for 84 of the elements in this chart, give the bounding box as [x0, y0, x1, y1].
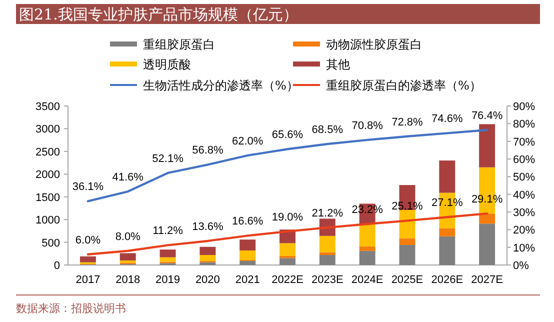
y2-tick-label: 10% [513, 242, 536, 254]
bar [160, 250, 176, 258]
title: 图21.我国专业护肤产品市场规模（亿元） [16, 4, 540, 24]
bar [160, 257, 176, 262]
chart-title: 图21.我国专业护肤产品市场规模（亿元） [19, 6, 298, 24]
data-label: 65.6% [272, 129, 304, 142]
y-tick-label: 2000 [36, 169, 60, 182]
bar [240, 260, 256, 265]
y2-tick-label: 20% [513, 224, 536, 237]
data-label: 13.6% [192, 220, 224, 233]
y2-tick-label: 50% [513, 172, 536, 184]
y2-tick-label: 80% [513, 118, 536, 131]
legend-label: 重组胶原蛋白 [143, 38, 215, 52]
data-label: 74.6% [432, 113, 463, 126]
data-label: 62.0% [232, 135, 264, 148]
legend-label: 动物源性胶原蛋白 [326, 38, 422, 52]
data-label: 72.8% [392, 116, 424, 128]
y2-tick-label: 40% [513, 189, 536, 202]
x-tick-label: 2021 [235, 274, 260, 286]
bar [200, 255, 216, 261]
bar [439, 236, 456, 265]
data-label: 16.6% [232, 216, 264, 228]
data-label: 41.6% [112, 172, 144, 184]
x-tick-label: 2025E [391, 274, 424, 286]
y2-tick-label: 30% [513, 207, 536, 219]
x-tick-label: 2020 [195, 274, 220, 286]
data-label: 19.0% [272, 211, 304, 224]
data-label: 36.1% [72, 181, 104, 194]
bar [479, 224, 496, 265]
data-label: 6.0% [75, 234, 101, 246]
y-tick-label: 0 [54, 260, 60, 272]
bar [120, 253, 136, 260]
x-tick-label: 2027E [471, 274, 503, 286]
bar [479, 124, 496, 168]
y-tick-label: 3500 [36, 101, 60, 113]
bar [319, 236, 336, 252]
bar [240, 250, 256, 260]
x-tick-label: 2026E [431, 274, 464, 286]
y2-tick-label: 90% [513, 101, 536, 113]
bar [439, 228, 456, 236]
legend-label: 生物活性成分的渗透率（%） [143, 78, 298, 92]
bar [359, 224, 376, 246]
data-label: 8.0% [115, 230, 141, 243]
bar [439, 160, 456, 193]
data-label: 21.2% [312, 208, 344, 220]
source: 数据来源：招股说明书 [16, 294, 540, 315]
bar [399, 245, 416, 265]
y-tick-label: 500 [42, 237, 60, 250]
x-tick-label: 2018 [116, 274, 140, 286]
data-label: 52.1% [152, 152, 184, 165]
bar [200, 246, 216, 256]
y-tick-label: 3000 [36, 124, 60, 136]
bar [80, 256, 96, 262]
y2-tick-label: 0% [513, 260, 530, 272]
x-tick-label: 2019 [156, 274, 180, 286]
bar [359, 250, 376, 265]
data-label: 11.2% [152, 225, 184, 238]
y2-tick-label: 60% [513, 154, 536, 166]
bar [240, 240, 256, 250]
x-tick-label: 2024E [351, 274, 384, 286]
bar [479, 214, 496, 224]
data-label: 70.8% [352, 120, 384, 132]
bar [280, 258, 296, 265]
bar [359, 246, 376, 251]
legend-label: 透明质酸 [143, 58, 191, 72]
legend-label: 其他 [326, 58, 350, 72]
source-note: 数据来源：招股说明书 [16, 302, 126, 315]
y2-tick-label: 70% [513, 136, 536, 148]
bar [200, 262, 216, 265]
y-tick-label: 2500 [36, 146, 60, 158]
y-tick-label: 1000 [36, 214, 60, 227]
bar [399, 238, 416, 246]
y-tick-label: 1500 [36, 192, 60, 204]
bar [319, 255, 336, 265]
data-label: 68.5% [312, 124, 344, 136]
x-tick-label: 2022E [272, 274, 304, 286]
x-tick-label: 2017 [76, 274, 100, 286]
data-label: 56.8% [192, 144, 224, 157]
bar [319, 252, 336, 256]
x-tick-label: 2023E [312, 274, 344, 286]
legend-label: 重组胶原蛋白的渗透率（%） [326, 78, 482, 92]
bar [280, 243, 296, 256]
bar [399, 210, 416, 238]
data-label: 76.4% [471, 110, 503, 122]
